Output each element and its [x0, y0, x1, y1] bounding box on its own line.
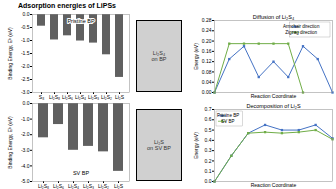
svg-text:0.00: 0.00	[202, 89, 212, 95]
svg-text:-2.0: -2.0	[21, 63, 30, 69]
svg-text:0.1: 0.1	[205, 168, 212, 174]
svg-text:0.12: 0.12	[202, 58, 212, 64]
svg-text:Pristine BP: Pristine BP	[217, 113, 239, 118]
svg-text:0.0: 0.0	[23, 11, 30, 17]
svg-text:0.2: 0.2	[205, 158, 212, 164]
svg-text:SV BP: SV BP	[73, 170, 90, 176]
svg-text:SV BP: SV BP	[221, 119, 234, 124]
svg-text:0.6: 0.6	[205, 116, 212, 122]
svg-text:Pristine BP: Pristine BP	[67, 18, 95, 24]
html-text:on SV BP: on SV BP	[147, 145, 171, 151]
svg-text:Li₂S₈: Li₂S₈	[38, 183, 49, 189]
svg-text:-1.0: -1.0	[21, 116, 30, 122]
html-text:on BP: on BP	[151, 56, 167, 62]
svg-text:-0.5: -0.5	[21, 24, 30, 30]
svg-text:0.08: 0.08	[202, 69, 212, 75]
svg-text:-5.0: -5.0	[21, 178, 30, 184]
svg-text:-3.0: -3.0	[21, 89, 30, 95]
svg-text:-3.0: -3.0	[21, 147, 30, 153]
svg-text:Binding Energy, Eᵇ (eV): Binding Energy, Eᵇ (eV)	[7, 116, 13, 169]
svg-text:0.5: 0.5	[205, 127, 212, 133]
svg-text:0.3: 0.3	[205, 147, 212, 153]
svg-text:0.0: 0.0	[205, 178, 212, 184]
svg-text:-1.0: -1.0	[21, 37, 30, 43]
svg-text:-1.5: -1.5	[21, 50, 30, 56]
svg-text:Li₂S₂: Li₂S₂	[98, 183, 109, 189]
svg-text:0.24: 0.24	[202, 27, 212, 33]
svg-text:Decomposition of Li₂S: Decomposition of Li₂S	[246, 103, 300, 109]
svg-text:0.16: 0.16	[202, 48, 212, 54]
html-text:Li₂S₄: Li₂S₄	[152, 50, 166, 56]
svg-text:0.7: 0.7	[205, 106, 212, 112]
svg-text:Diffusion of Li₂S₄: Diffusion of Li₂S₄	[253, 14, 295, 20]
svg-text:Energy (eV): Energy (eV)	[193, 132, 199, 159]
svg-text:0.04: 0.04	[202, 79, 212, 85]
svg-text:Reaction Coordinate: Reaction Coordinate	[251, 93, 297, 99]
svg-text:-2.0: -2.0	[21, 131, 30, 137]
svg-text:Li₂S₃: Li₂S₃	[83, 183, 94, 189]
html-text:Adsorption energies of LiPSs: Adsorption energies of LiPSs	[18, 2, 116, 9]
svg-text:Armchair direction: Armchair direction	[283, 24, 320, 29]
svg-text:0.20: 0.20	[202, 38, 212, 44]
html-text:Li₂S: Li₂S	[154, 139, 164, 145]
svg-text:Energy (eV): Energy (eV)	[193, 43, 199, 70]
svg-text:Li₂S: Li₂S	[114, 183, 124, 189]
svg-text:-4.0: -4.0	[21, 163, 30, 169]
svg-text:Reaction Coordinate: Reaction Coordinate	[251, 182, 297, 188]
svg-text:0.28: 0.28	[202, 17, 212, 23]
svg-text:0.4: 0.4	[205, 137, 212, 143]
svg-text:0.0: 0.0	[23, 100, 30, 106]
svg-text:Li₂S₆: Li₂S₆	[53, 183, 64, 189]
svg-text:Zigzag direction: Zigzag direction	[285, 30, 317, 35]
svg-text:Binding Energy, Eᵇ (eV): Binding Energy, Eᵇ (eV)	[7, 27, 13, 80]
svg-text:Li₂S₄: Li₂S₄	[68, 183, 79, 189]
svg-text:-2.5: -2.5	[21, 76, 30, 82]
